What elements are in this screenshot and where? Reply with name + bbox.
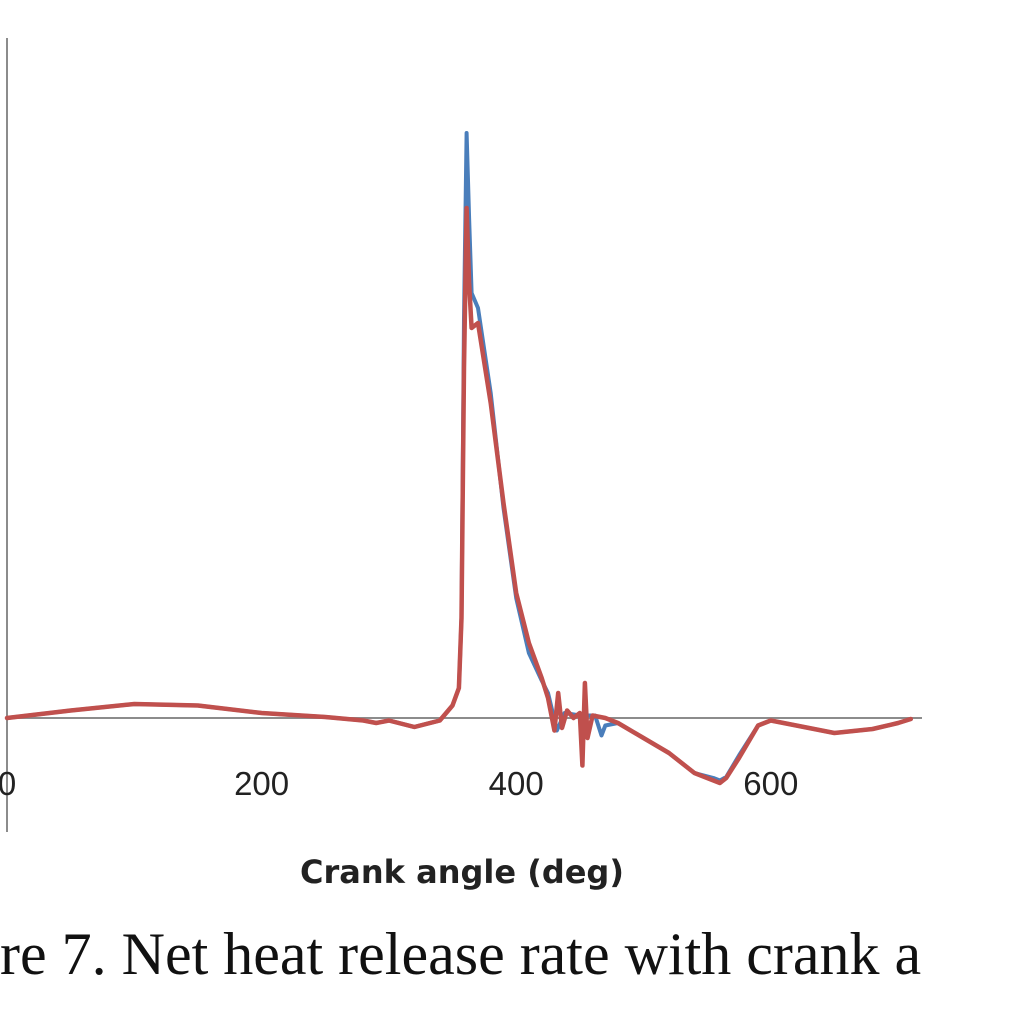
- x-tick-labels: 0 200 400 600: [0, 765, 798, 802]
- x-axis-title: Crank angle (deg): [300, 853, 624, 891]
- x-tick-label: 400: [489, 765, 544, 802]
- series-layer: [4, 131, 914, 786]
- x-tick-label: 0: [0, 765, 16, 802]
- series-line-2: [4, 205, 914, 786]
- figure-caption: re 7. Net heat release rate with crank a: [0, 921, 922, 987]
- x-tick-label: 200: [234, 765, 289, 802]
- x-tick-label: 600: [743, 765, 798, 802]
